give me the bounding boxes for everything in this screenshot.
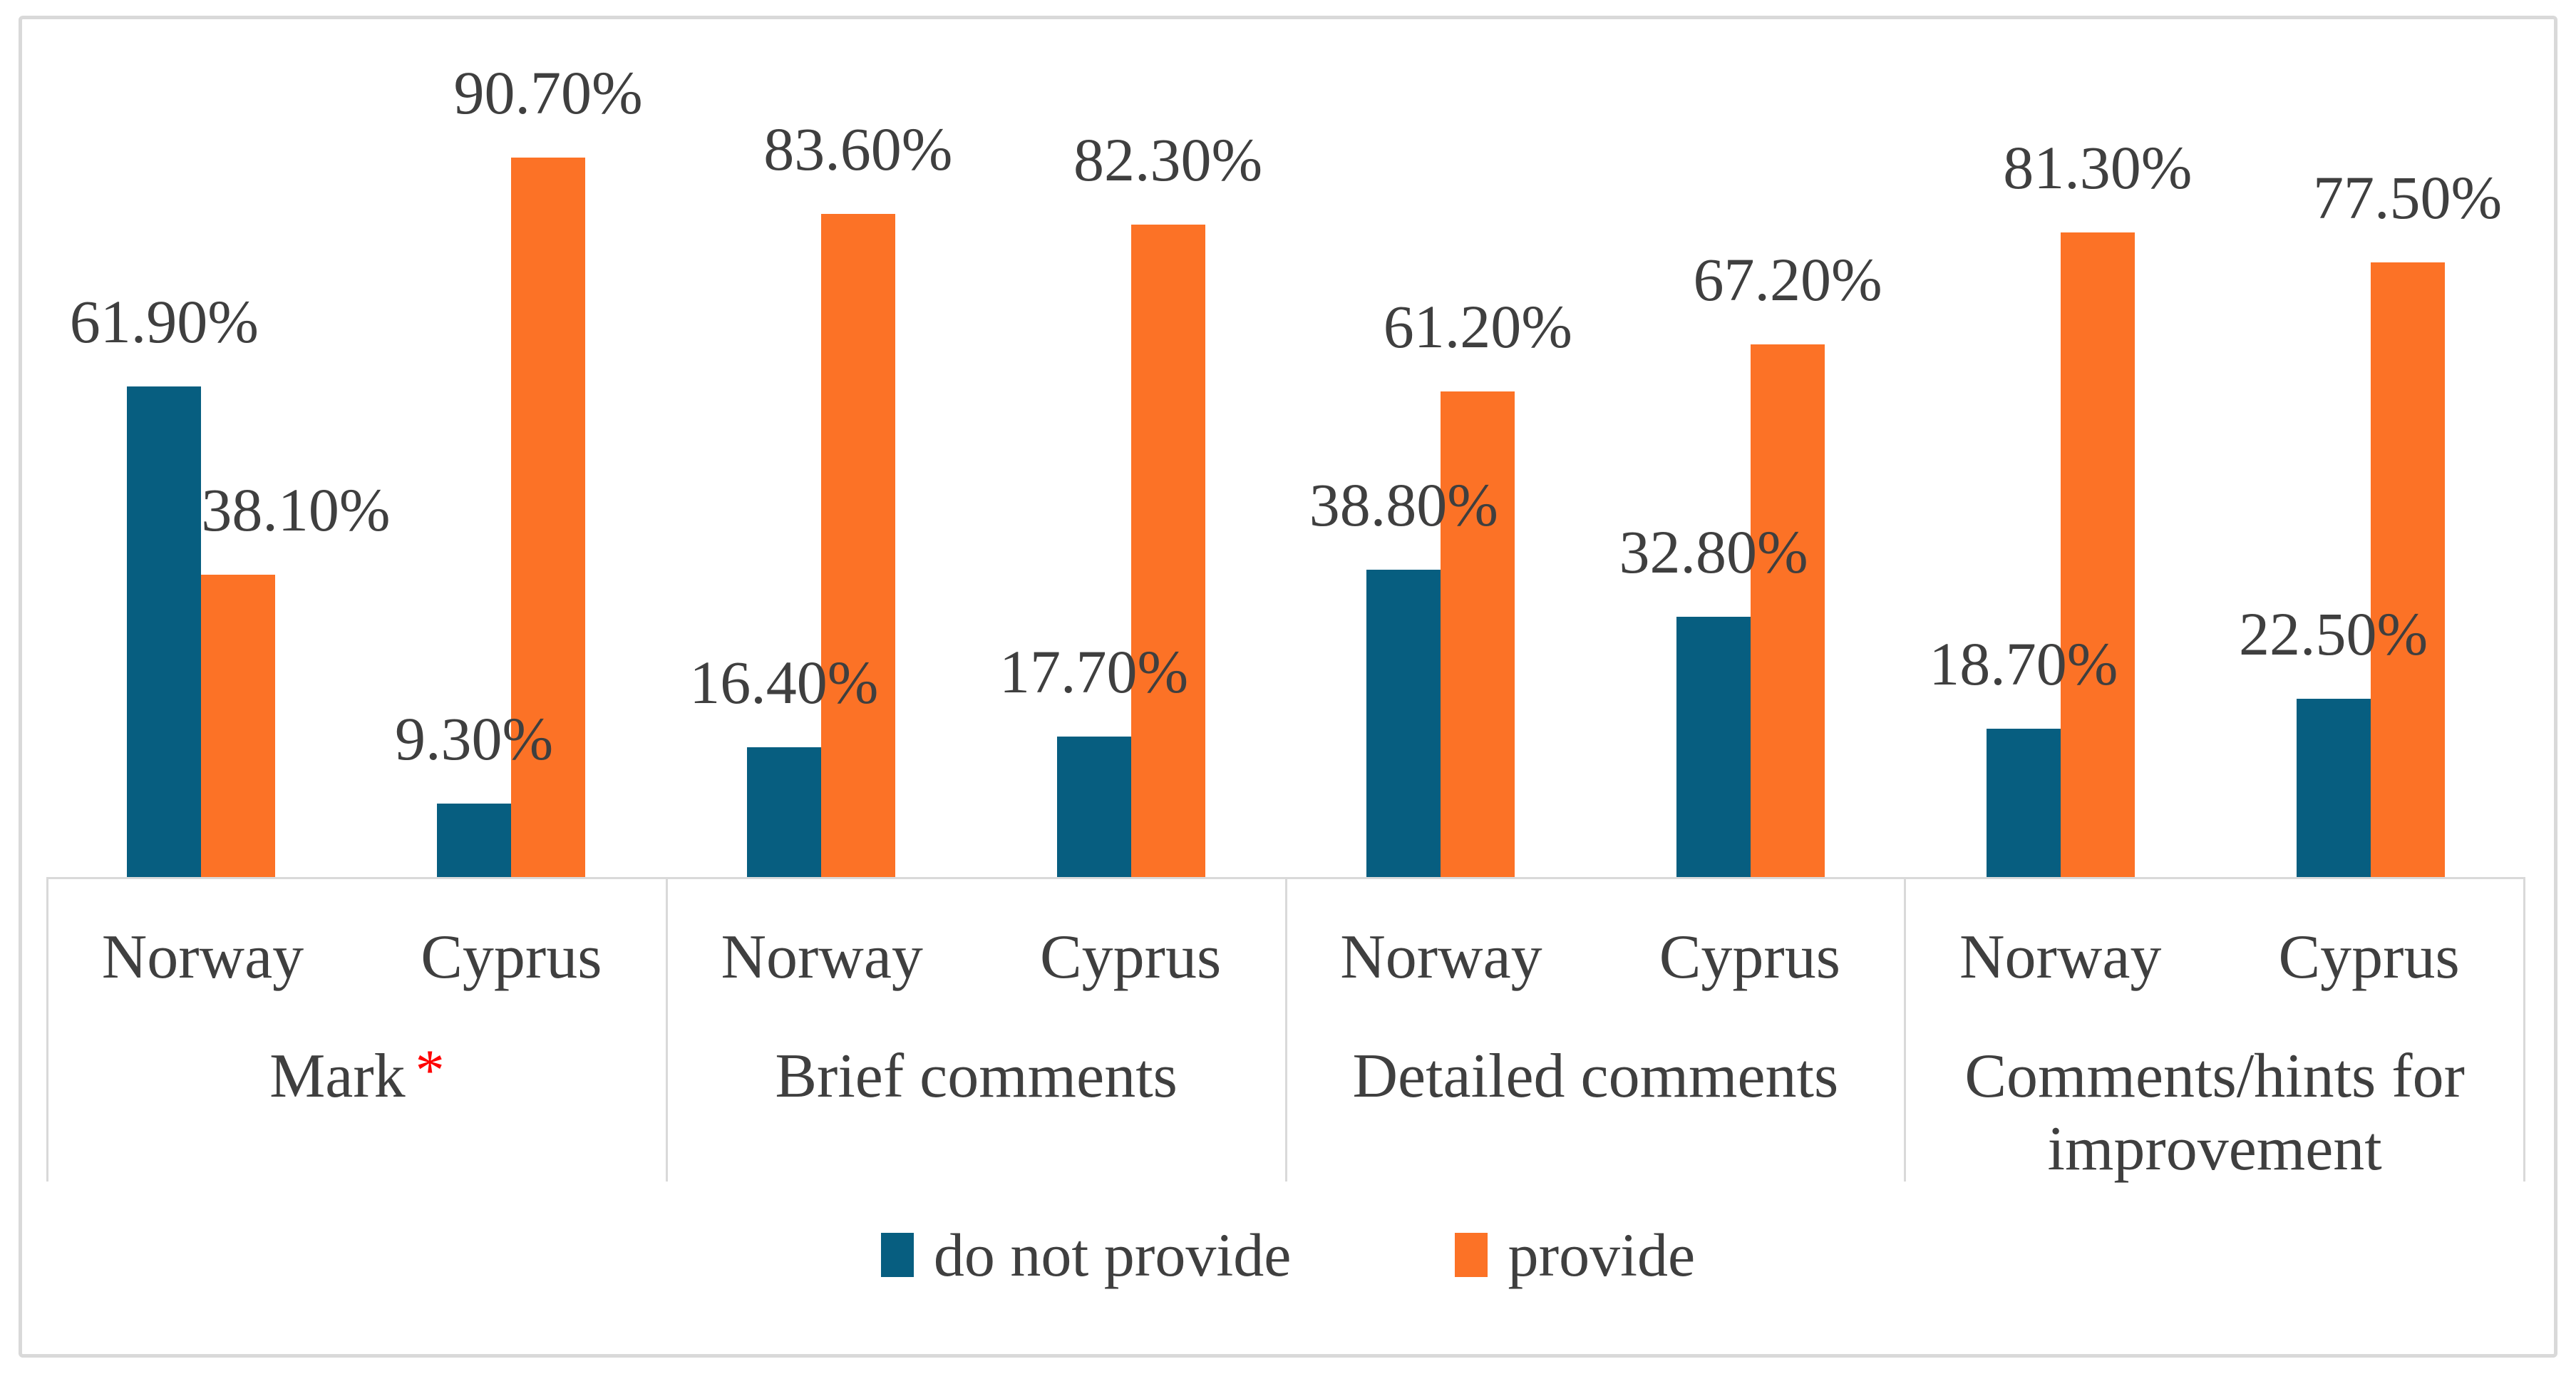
plot-area: 61.90% 38.10% 9.30% 90.70% 16.40% 83.60% 17.70… — [46, 19, 2525, 879]
bar-cluster: 61.90% 38.10% — [46, 19, 391, 877]
legend-item-do-not-provide: do not provide — [880, 1221, 1292, 1289]
country-row: Norway Cyprus — [1906, 922, 2523, 993]
bar-provide — [1751, 344, 1825, 877]
group-label-text: Detailed comments — [1352, 1042, 1839, 1111]
bar-value-label: 61.90% — [69, 287, 259, 356]
axis-group: Norway Cyprus Detailed comments — [1284, 879, 1905, 1181]
bar-provide — [2060, 232, 2135, 877]
bar-do-not-provide — [1986, 729, 2061, 877]
category-label: Cyprus — [1039, 923, 1222, 992]
axis-group: Norway Cyprus Brief comments — [665, 879, 1285, 1181]
bar-do-not-provide — [1366, 570, 1441, 877]
group-label-text: Brief comments — [775, 1042, 1178, 1111]
bar-value-label: 90.70% — [453, 58, 643, 127]
group-label: Detailed comments — [1287, 1040, 1905, 1113]
group-label: Mark * — [48, 1037, 666, 1114]
bar-do-not-provide — [746, 747, 821, 877]
plot-group: 38.80% 61.20% 32.80% 67.20% — [1286, 19, 1906, 877]
significance-asterisk: * — [415, 1037, 445, 1102]
bar-value-label: 77.50% — [2313, 163, 2503, 232]
axis-table: Norway Cyprus Mark * Norway Cyprus Brief comme… — [46, 879, 2525, 1184]
bar-value-label: 32.80% — [1619, 518, 1808, 586]
bar-value-label: 38.80% — [1309, 471, 1498, 539]
bar-provide — [1441, 391, 1515, 877]
bar-value-label: 18.70% — [1929, 630, 2118, 698]
bar-value-label: 67.20% — [1693, 245, 1882, 314]
plot-group: 16.40% 83.60% 17.70% 82.30% — [666, 19, 1287, 877]
legend-label: provide — [1508, 1221, 1696, 1289]
country-row: Norway Cyprus — [48, 922, 666, 993]
bar-do-not-provide — [437, 804, 512, 877]
bar-cluster: 32.80% 67.20% — [1596, 19, 1906, 877]
category-label: Norway — [721, 923, 923, 992]
group-label: Brief comments — [668, 1040, 1285, 1113]
bar-value-label: 17.70% — [999, 637, 1189, 706]
legend-swatch-provide — [1455, 1233, 1488, 1277]
category-label: Norway — [1959, 923, 2162, 992]
legend-item-provide: provide — [1455, 1224, 1695, 1286]
bar-provide — [2370, 262, 2445, 877]
legend-swatch-do-not-provide — [880, 1233, 914, 1277]
group-label: Comments/hints for improvement — [1906, 1040, 2523, 1186]
country-row: Norway Cyprus — [668, 922, 1285, 993]
bar-cluster: 22.50% 77.50% — [2215, 19, 2525, 877]
bar-cluster: 9.30% 90.70% — [356, 19, 666, 877]
bar-value-label: 16.40% — [689, 648, 879, 717]
bar-provide — [820, 214, 895, 877]
category-label: Cyprus — [421, 923, 602, 992]
bar-cluster: 18.70% 81.30% — [1906, 19, 2216, 877]
bar-value-label: 22.50% — [2239, 600, 2428, 668]
bar-value-label: 81.30% — [2003, 133, 2193, 202]
bar-value-label: 9.30% — [395, 704, 554, 773]
plot-group: 18.70% 81.30% 22.50% 77.50% — [1906, 19, 2526, 877]
group-label-text: Mark — [269, 1042, 406, 1111]
country-row: Norway Cyprus — [1287, 922, 1905, 993]
legend: do not provide provide — [22, 1224, 2554, 1286]
bar-cluster: 16.40% 83.60% — [666, 19, 977, 877]
bar-do-not-provide — [127, 386, 202, 877]
axis-group: Norway Cyprus Mark * — [46, 879, 666, 1181]
bar-provide — [511, 158, 586, 877]
bar-do-not-provide — [1056, 737, 1131, 877]
category-label: Cyprus — [1659, 923, 1840, 992]
bar-do-not-provide — [1676, 617, 1751, 877]
bar-provide — [201, 575, 276, 877]
bar-provide — [1130, 225, 1205, 877]
legend-label: do not provide — [933, 1221, 1292, 1289]
plot-group: 61.90% 38.10% 9.30% 90.70% — [46, 19, 666, 877]
bar-cluster: 38.80% 61.20% — [1286, 19, 1596, 877]
category-label: Cyprus — [2278, 923, 2460, 992]
axis-group: Norway Cyprus Comments/hints for improveme… — [1904, 879, 2525, 1184]
bar-value-label: 83.60% — [763, 115, 953, 183]
category-label: Norway — [101, 923, 304, 992]
group-label-text: Comments/hints for improvement — [1964, 1042, 2465, 1184]
chart-figure: 61.90% 38.10% 9.30% 90.70% 16.40% 83.60% 17.70… — [19, 16, 2557, 1358]
bar-do-not-provide — [2296, 699, 2371, 877]
category-label: Norway — [1340, 923, 1542, 992]
bar-value-label: 38.10% — [201, 476, 391, 544]
bar-value-label: 82.30% — [1073, 125, 1263, 194]
bar-cluster: 17.70% 82.30% — [976, 19, 1286, 877]
bar-value-label: 61.20% — [1383, 292, 1572, 361]
